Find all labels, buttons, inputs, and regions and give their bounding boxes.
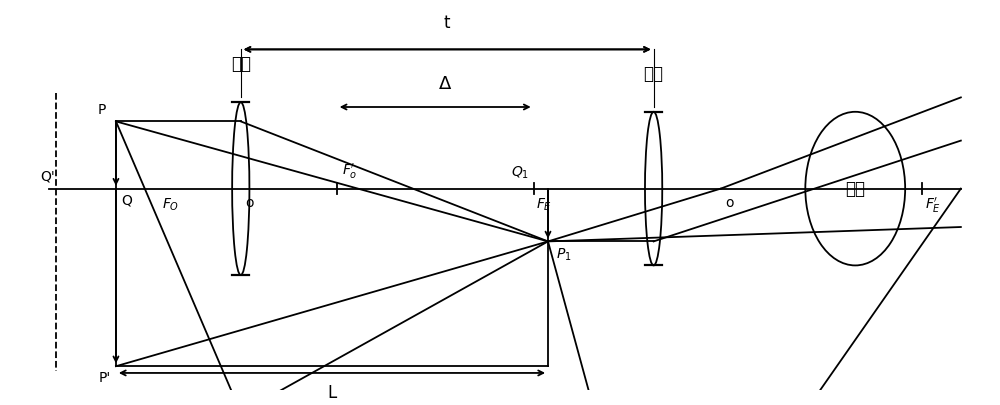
Text: $F_O$: $F_O$ xyxy=(162,196,179,213)
Text: $F_E$: $F_E$ xyxy=(536,196,552,213)
Text: Δ: Δ xyxy=(439,75,451,93)
Text: 人眼: 人眼 xyxy=(845,179,865,198)
Text: o: o xyxy=(246,196,254,210)
Text: $P_1$: $P_1$ xyxy=(556,246,571,262)
Text: 物镜: 物镜 xyxy=(231,55,251,73)
Text: Q': Q' xyxy=(40,170,55,184)
Text: o: o xyxy=(726,196,734,210)
Text: L: L xyxy=(327,384,337,403)
Text: P': P' xyxy=(99,371,111,385)
Text: $F_E'$: $F_E'$ xyxy=(925,196,941,215)
Text: $F_o'$: $F_o'$ xyxy=(342,162,357,181)
Text: $Q_1$: $Q_1$ xyxy=(511,164,529,181)
Text: P: P xyxy=(98,102,106,117)
Text: Q: Q xyxy=(121,194,132,207)
Text: t: t xyxy=(444,14,450,32)
Text: 目镜: 目镜 xyxy=(644,65,664,83)
